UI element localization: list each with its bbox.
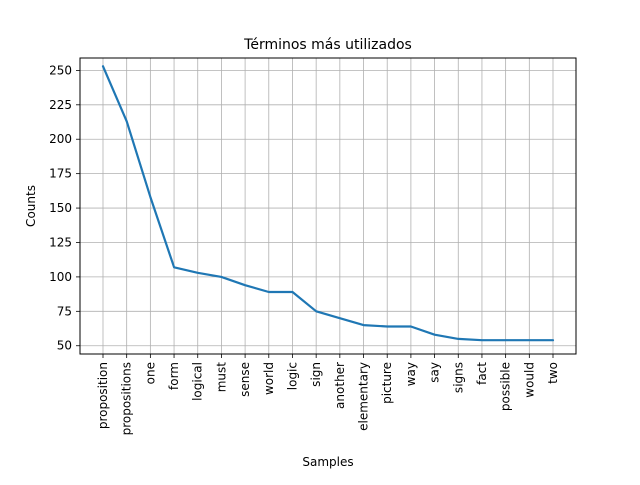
x-tick-label: would	[522, 362, 536, 398]
y-tick-label: 50	[57, 339, 72, 353]
chart-title: Términos más utilizados	[243, 37, 412, 53]
x-tick-label: world	[262, 362, 276, 395]
y-axis-label: Counts	[24, 185, 38, 227]
x-tick-label: picture	[380, 362, 394, 404]
x-tick-label: logical	[191, 362, 205, 401]
x-tick-label: sense	[238, 362, 252, 397]
y-axis-ticks: 50 75 100 125 150 175 200 225 250	[49, 63, 80, 353]
x-tick-label: logic	[285, 362, 299, 390]
x-axis-ticks: proposition propositions one form logical mus…	[96, 354, 560, 435]
y-tick-label: 125	[49, 235, 72, 249]
plot-area-frame	[79, 57, 577, 355]
x-tick-label: two	[546, 362, 560, 384]
x-tick-label: form	[167, 362, 181, 390]
x-tick-label: elementary	[357, 362, 371, 431]
series-line	[101, 65, 555, 342]
x-tick-label: must	[214, 362, 228, 393]
y-tick-label: 225	[49, 98, 72, 112]
x-tick-label: one	[143, 362, 157, 384]
y-tick-label: 250	[49, 63, 72, 77]
x-tick-label: sign	[309, 362, 323, 387]
y-tick-label: 175	[49, 167, 72, 181]
y-tick-label: 75	[57, 304, 72, 318]
grid	[80, 58, 576, 354]
y-tick-label: 100	[49, 270, 72, 284]
series-line-layer	[101, 65, 555, 342]
y-tick-label: 200	[49, 132, 72, 146]
x-tick-label: propositions	[120, 362, 134, 435]
x-tick-label: way	[404, 362, 418, 386]
x-tick-label: fact	[475, 362, 489, 385]
x-tick-label: signs	[451, 362, 465, 393]
x-tick-label: proposition	[96, 362, 110, 429]
y-tick-label: 150	[49, 201, 72, 215]
x-tick-label: say	[428, 362, 442, 383]
x-tick-label: another	[333, 362, 347, 409]
x-axis-label: Samples	[302, 455, 353, 469]
x-tick-label: possible	[499, 362, 513, 411]
